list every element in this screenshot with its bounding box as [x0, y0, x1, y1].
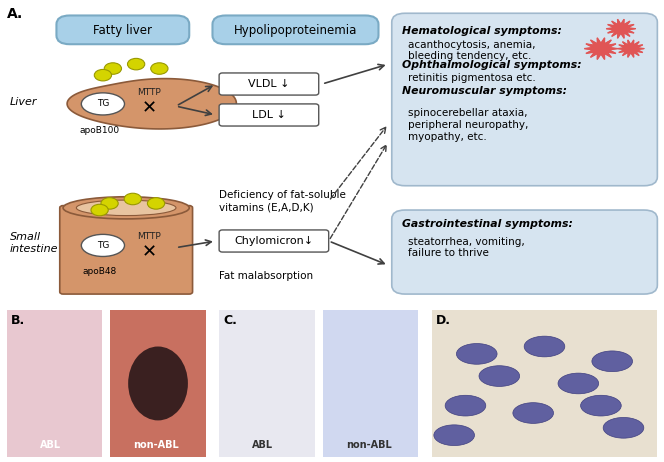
Text: ✕: ✕: [142, 99, 157, 117]
Text: Liver: Liver: [10, 97, 37, 107]
Text: retinitis pigmentosa etc.: retinitis pigmentosa etc.: [408, 73, 536, 83]
Circle shape: [94, 69, 112, 81]
Polygon shape: [606, 19, 635, 38]
Text: acanthocytosis, anemia,
bleeding tendency, etc.: acanthocytosis, anemia, bleeding tendenc…: [408, 40, 536, 61]
Circle shape: [151, 63, 168, 74]
Circle shape: [91, 204, 108, 216]
Bar: [219, 310, 315, 457]
Text: Gastrointestinal symptoms:: Gastrointestinal symptoms:: [402, 219, 572, 229]
Text: Small
intestine: Small intestine: [10, 232, 58, 254]
FancyBboxPatch shape: [219, 104, 319, 126]
Text: Ophthalmological symptoms:: Ophthalmological symptoms:: [402, 60, 582, 70]
Polygon shape: [618, 40, 644, 57]
Text: Chylomicron↓: Chylomicron↓: [234, 236, 313, 246]
FancyBboxPatch shape: [219, 230, 329, 252]
FancyBboxPatch shape: [212, 15, 378, 44]
Text: Hematological symptoms:: Hematological symptoms:: [402, 26, 562, 36]
Text: B.: B.: [11, 314, 25, 327]
Text: LDL ↓: LDL ↓: [252, 110, 286, 120]
Text: TG: TG: [97, 99, 109, 109]
Text: ABL: ABL: [252, 440, 274, 450]
Ellipse shape: [63, 197, 189, 219]
Text: A.: A.: [7, 6, 23, 21]
Text: non-ABL: non-ABL: [133, 440, 179, 450]
FancyBboxPatch shape: [60, 206, 193, 294]
Text: ABL: ABL: [40, 440, 61, 450]
Text: MTTP: MTTP: [137, 232, 161, 241]
Ellipse shape: [479, 366, 520, 386]
Ellipse shape: [434, 425, 475, 445]
Text: steatorrhea, vomiting,
failure to thrive: steatorrhea, vomiting, failure to thrive: [408, 237, 525, 258]
Circle shape: [101, 198, 118, 209]
Circle shape: [147, 198, 165, 209]
Text: apoB100: apoB100: [80, 126, 120, 135]
Bar: [110, 310, 206, 457]
Text: Deficiency of fat-soluble
vitamins (E,A,D,K): Deficiency of fat-soluble vitamins (E,A,…: [219, 190, 346, 212]
Ellipse shape: [513, 403, 554, 423]
FancyBboxPatch shape: [392, 210, 657, 294]
Ellipse shape: [128, 346, 188, 420]
Polygon shape: [584, 38, 618, 60]
Text: ✕: ✕: [142, 243, 157, 261]
Text: Fatty liver: Fatty liver: [94, 24, 152, 36]
Polygon shape: [67, 79, 236, 129]
Text: VLDL ↓: VLDL ↓: [248, 79, 290, 89]
Ellipse shape: [603, 418, 644, 438]
Text: Neuromuscular symptoms:: Neuromuscular symptoms:: [402, 86, 566, 96]
Text: MTTP: MTTP: [137, 88, 161, 97]
Ellipse shape: [82, 93, 125, 115]
Text: D.: D.: [436, 314, 451, 327]
Ellipse shape: [524, 336, 565, 357]
FancyBboxPatch shape: [219, 73, 319, 95]
Circle shape: [104, 63, 122, 74]
Circle shape: [127, 58, 145, 70]
Text: apoB48: apoB48: [82, 267, 117, 276]
Text: non-ABL: non-ABL: [346, 440, 391, 450]
Text: spinocerebellar ataxia,
peripheral neuropathy,
myopathy, etc.: spinocerebellar ataxia, peripheral neuro…: [408, 109, 529, 141]
Ellipse shape: [456, 344, 497, 364]
Circle shape: [124, 193, 141, 205]
Ellipse shape: [82, 234, 125, 256]
Text: C.: C.: [223, 314, 237, 327]
Ellipse shape: [592, 351, 633, 371]
Bar: [7, 310, 102, 457]
Text: TG: TG: [97, 241, 109, 250]
Ellipse shape: [445, 395, 486, 416]
Ellipse shape: [558, 373, 599, 394]
Ellipse shape: [76, 200, 176, 216]
Text: Hypolipoproteinemia: Hypolipoproteinemia: [234, 24, 357, 36]
FancyBboxPatch shape: [392, 13, 657, 186]
Ellipse shape: [580, 395, 622, 416]
Bar: [323, 310, 418, 457]
FancyBboxPatch shape: [56, 15, 189, 44]
Text: Fat malabsorption: Fat malabsorption: [219, 271, 313, 281]
